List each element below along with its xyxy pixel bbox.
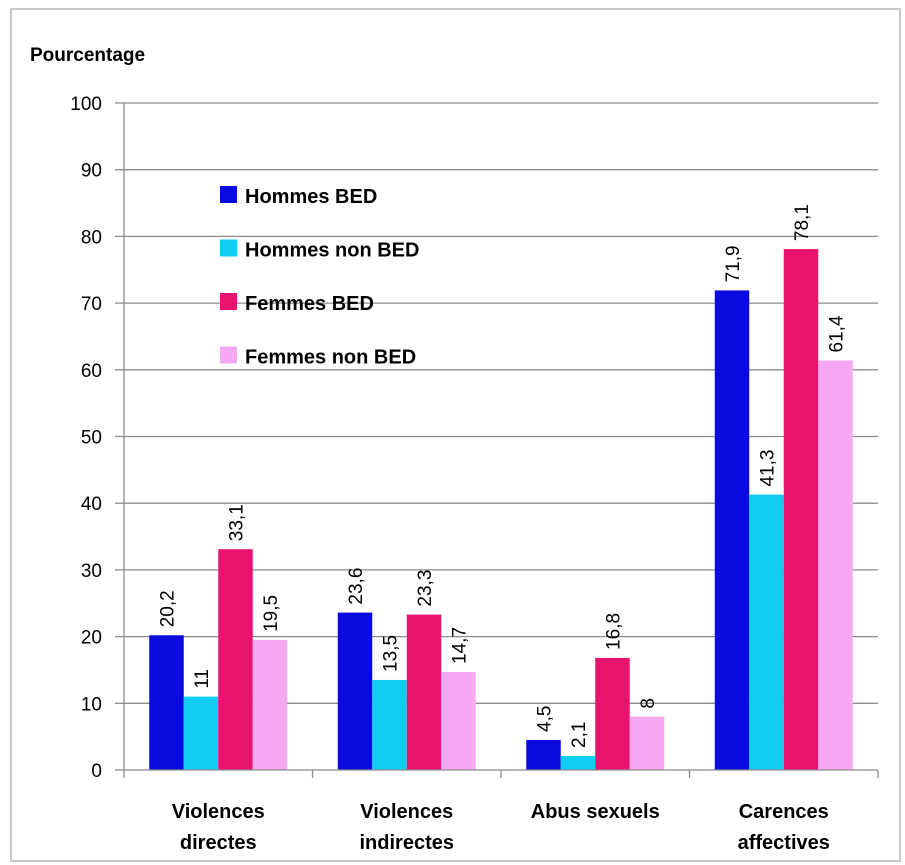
bar-value-label: 4,5 xyxy=(535,706,556,732)
bar xyxy=(406,614,442,770)
y-tick-label: 0 xyxy=(91,761,102,782)
legend-swatch xyxy=(220,293,237,310)
bar-value-labels: 20,2 11 33,1 19,5 23,6 13,5 23,3 14,7 4,5 2,1 16,8… xyxy=(158,204,848,748)
bar-value-label: 19,5 xyxy=(261,595,282,632)
x-category-label: Violences xyxy=(360,801,453,823)
y-axis-ticks: 0 10 20 30 40 50 60 70 80 90 100 xyxy=(70,94,125,782)
bar xyxy=(441,671,476,770)
y-axis-title: Pourcentage xyxy=(30,45,145,66)
x-category-label: directes xyxy=(180,832,257,854)
y-tick-label: 10 xyxy=(81,694,102,715)
bar-value-label: 78,1 xyxy=(792,204,813,241)
legend: Hommes BED Hommes non BED Femmes BED Femmes… xyxy=(220,186,419,369)
bar xyxy=(629,716,665,770)
legend-label: Femmes non BED xyxy=(245,347,416,369)
legend-label: Hommes BED xyxy=(245,186,377,208)
bar-value-label: 33,1 xyxy=(227,504,248,541)
bar xyxy=(218,549,253,770)
y-tick-label: 80 xyxy=(81,227,102,248)
bar xyxy=(372,679,407,770)
legend-label: Hommes non BED xyxy=(245,240,419,262)
bar xyxy=(252,639,288,770)
bar-value-label: 71,9 xyxy=(723,245,744,282)
x-category-label: affectives xyxy=(738,832,830,854)
bar-value-label: 41,3 xyxy=(758,450,779,487)
x-category-label: Violences xyxy=(172,801,265,823)
bar-value-label: 14,7 xyxy=(450,627,471,664)
bar xyxy=(149,635,184,770)
bar xyxy=(783,249,819,770)
y-tick-label: 100 xyxy=(70,94,102,115)
bar-value-label: 11 xyxy=(192,669,213,689)
y-tick-label: 30 xyxy=(81,561,102,582)
bar xyxy=(183,696,219,770)
bar xyxy=(749,494,784,770)
bar xyxy=(714,290,750,770)
bar xyxy=(526,739,561,770)
bar-value-label: 20,2 xyxy=(158,590,179,627)
bar-value-label: 13,5 xyxy=(381,635,402,672)
bar-value-label: 23,6 xyxy=(346,568,367,605)
bar-value-label: 61,4 xyxy=(827,315,848,352)
y-tick-label: 70 xyxy=(81,294,102,315)
bar-value-label: 23,3 xyxy=(415,570,436,607)
x-category-label: Abus sexuels xyxy=(531,801,660,823)
bar xyxy=(595,657,630,770)
legend-swatch xyxy=(220,346,237,364)
x-axis xyxy=(123,769,879,778)
legend-swatch xyxy=(220,186,237,203)
y-tick-label: 50 xyxy=(81,428,102,449)
x-category-label: Carences xyxy=(739,801,829,823)
x-category-label: indirectes xyxy=(360,832,454,854)
bar xyxy=(337,612,373,770)
bar xyxy=(818,360,853,770)
bar-value-label: 16,8 xyxy=(604,613,625,650)
y-tick-label: 90 xyxy=(81,161,102,182)
y-tick-label: 60 xyxy=(81,361,102,382)
x-axis-category-labels: Violences directes Violences indirectes Abus… xyxy=(172,801,830,854)
legend-swatch xyxy=(220,239,237,257)
y-tick-label: 40 xyxy=(81,494,102,515)
legend-label: Femmes BED xyxy=(245,293,374,315)
bar xyxy=(560,755,596,770)
y-tick-label: 20 xyxy=(81,628,102,649)
bar-value-label: 8 xyxy=(638,698,659,709)
bar-value-label: 2,1 xyxy=(569,722,590,748)
bars xyxy=(149,249,853,770)
